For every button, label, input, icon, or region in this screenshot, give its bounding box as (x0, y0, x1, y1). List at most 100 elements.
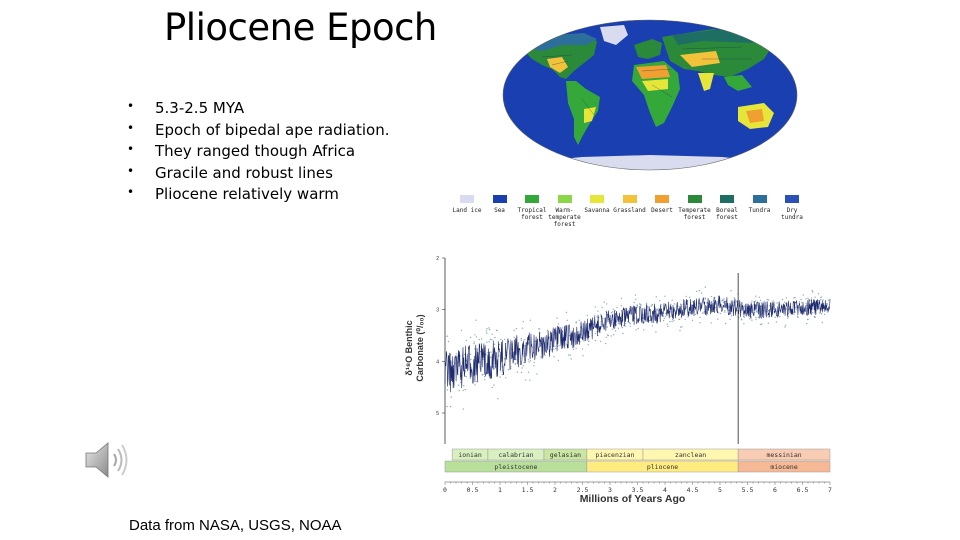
x-tick-label: 6 (773, 486, 777, 494)
data-point (659, 300, 661, 302)
data-point (794, 311, 797, 313)
data-point (812, 312, 814, 314)
data-point (806, 322, 808, 325)
data-point (643, 307, 645, 309)
data-point (724, 311, 726, 313)
data-point (797, 316, 799, 319)
data-point (449, 405, 452, 408)
data-point (488, 341, 490, 343)
legend-label: Temperate forest (678, 207, 711, 221)
sahara-desert (636, 65, 670, 79)
data-point (691, 319, 694, 321)
data-point (650, 305, 652, 307)
data-point (473, 341, 475, 343)
data-point (731, 300, 734, 302)
data-point (601, 306, 603, 309)
data-point (651, 325, 654, 327)
legend-label: Warm- temperate forest (548, 207, 581, 228)
data-point (724, 309, 726, 312)
data-point (776, 302, 778, 304)
data-point (462, 408, 464, 410)
data-point (716, 303, 719, 305)
data-point (754, 312, 756, 314)
data-point (605, 303, 608, 305)
data-point (775, 321, 778, 323)
data-point (465, 375, 467, 378)
stage-band (737, 448, 831, 461)
epoch-label: miocene (770, 463, 797, 471)
data-point (704, 297, 706, 299)
data-point (800, 298, 802, 301)
data-point (515, 362, 517, 365)
data-point (556, 317, 558, 319)
data-point (793, 313, 795, 315)
x-tick-label: 3 (608, 486, 612, 494)
data-point (597, 310, 599, 312)
data-point (575, 347, 577, 349)
data-point (488, 327, 490, 329)
data-point (527, 359, 530, 361)
bullet-text: Epoch of bipedal ape radiation. (155, 120, 390, 139)
data-point (664, 295, 666, 297)
data-point (493, 384, 495, 386)
data-point (524, 339, 526, 341)
x-axis-title: Millions of Years Ago (580, 493, 686, 505)
data-point (522, 365, 524, 367)
data-point (680, 317, 683, 319)
data-point (533, 361, 535, 364)
data-point (814, 296, 816, 298)
bullet-marker: • (127, 120, 135, 135)
data-point (628, 322, 631, 324)
legend-label: Dry tundra (781, 207, 803, 221)
data-point (520, 339, 522, 341)
data-point (811, 289, 813, 292)
stage-label: calabrian (498, 451, 533, 459)
data-point (710, 322, 712, 324)
data-point (666, 323, 669, 325)
data-point (679, 330, 681, 332)
legend-swatch (492, 195, 507, 203)
data-point (516, 371, 519, 373)
bullet-marker: • (127, 142, 135, 156)
data-point (458, 389, 460, 392)
data-point (629, 323, 631, 325)
data-point (710, 295, 713, 298)
data-point (649, 320, 651, 322)
data-point (681, 326, 683, 328)
legend-label: Grassland (613, 207, 646, 214)
data-point (698, 289, 701, 292)
legend-swatch (525, 195, 539, 203)
stage-label: ionian (458, 451, 482, 459)
source-note: Data from NASA, USGS, NOAA (129, 517, 342, 534)
data-point (520, 371, 523, 374)
data-point (550, 348, 553, 350)
data-point (572, 348, 575, 351)
legend-swatch (752, 195, 767, 203)
data-point (786, 317, 789, 319)
data-point (742, 315, 745, 318)
data-point (767, 299, 770, 301)
epoch-label: pliocene (647, 463, 678, 471)
bullet-marker: • (127, 99, 135, 113)
data-point (710, 300, 713, 303)
data-point (505, 377, 507, 379)
stage-label: gelasian (550, 451, 581, 459)
data-point (498, 343, 501, 346)
speaker-icon[interactable] (82, 437, 132, 483)
data-point (822, 299, 824, 301)
data-point (687, 316, 689, 318)
data-point (481, 338, 483, 340)
data-point (714, 297, 716, 299)
data-point (484, 379, 486, 381)
x-tick-label: 2 (553, 486, 557, 494)
data-point (513, 329, 515, 332)
data-point (651, 304, 653, 306)
data-point (578, 319, 580, 321)
data-point (751, 319, 753, 321)
data-point (716, 302, 718, 304)
data-point (604, 342, 607, 345)
data-point (763, 301, 765, 303)
data-point (750, 317, 752, 319)
data-point (820, 312, 823, 315)
data-point (667, 325, 669, 328)
